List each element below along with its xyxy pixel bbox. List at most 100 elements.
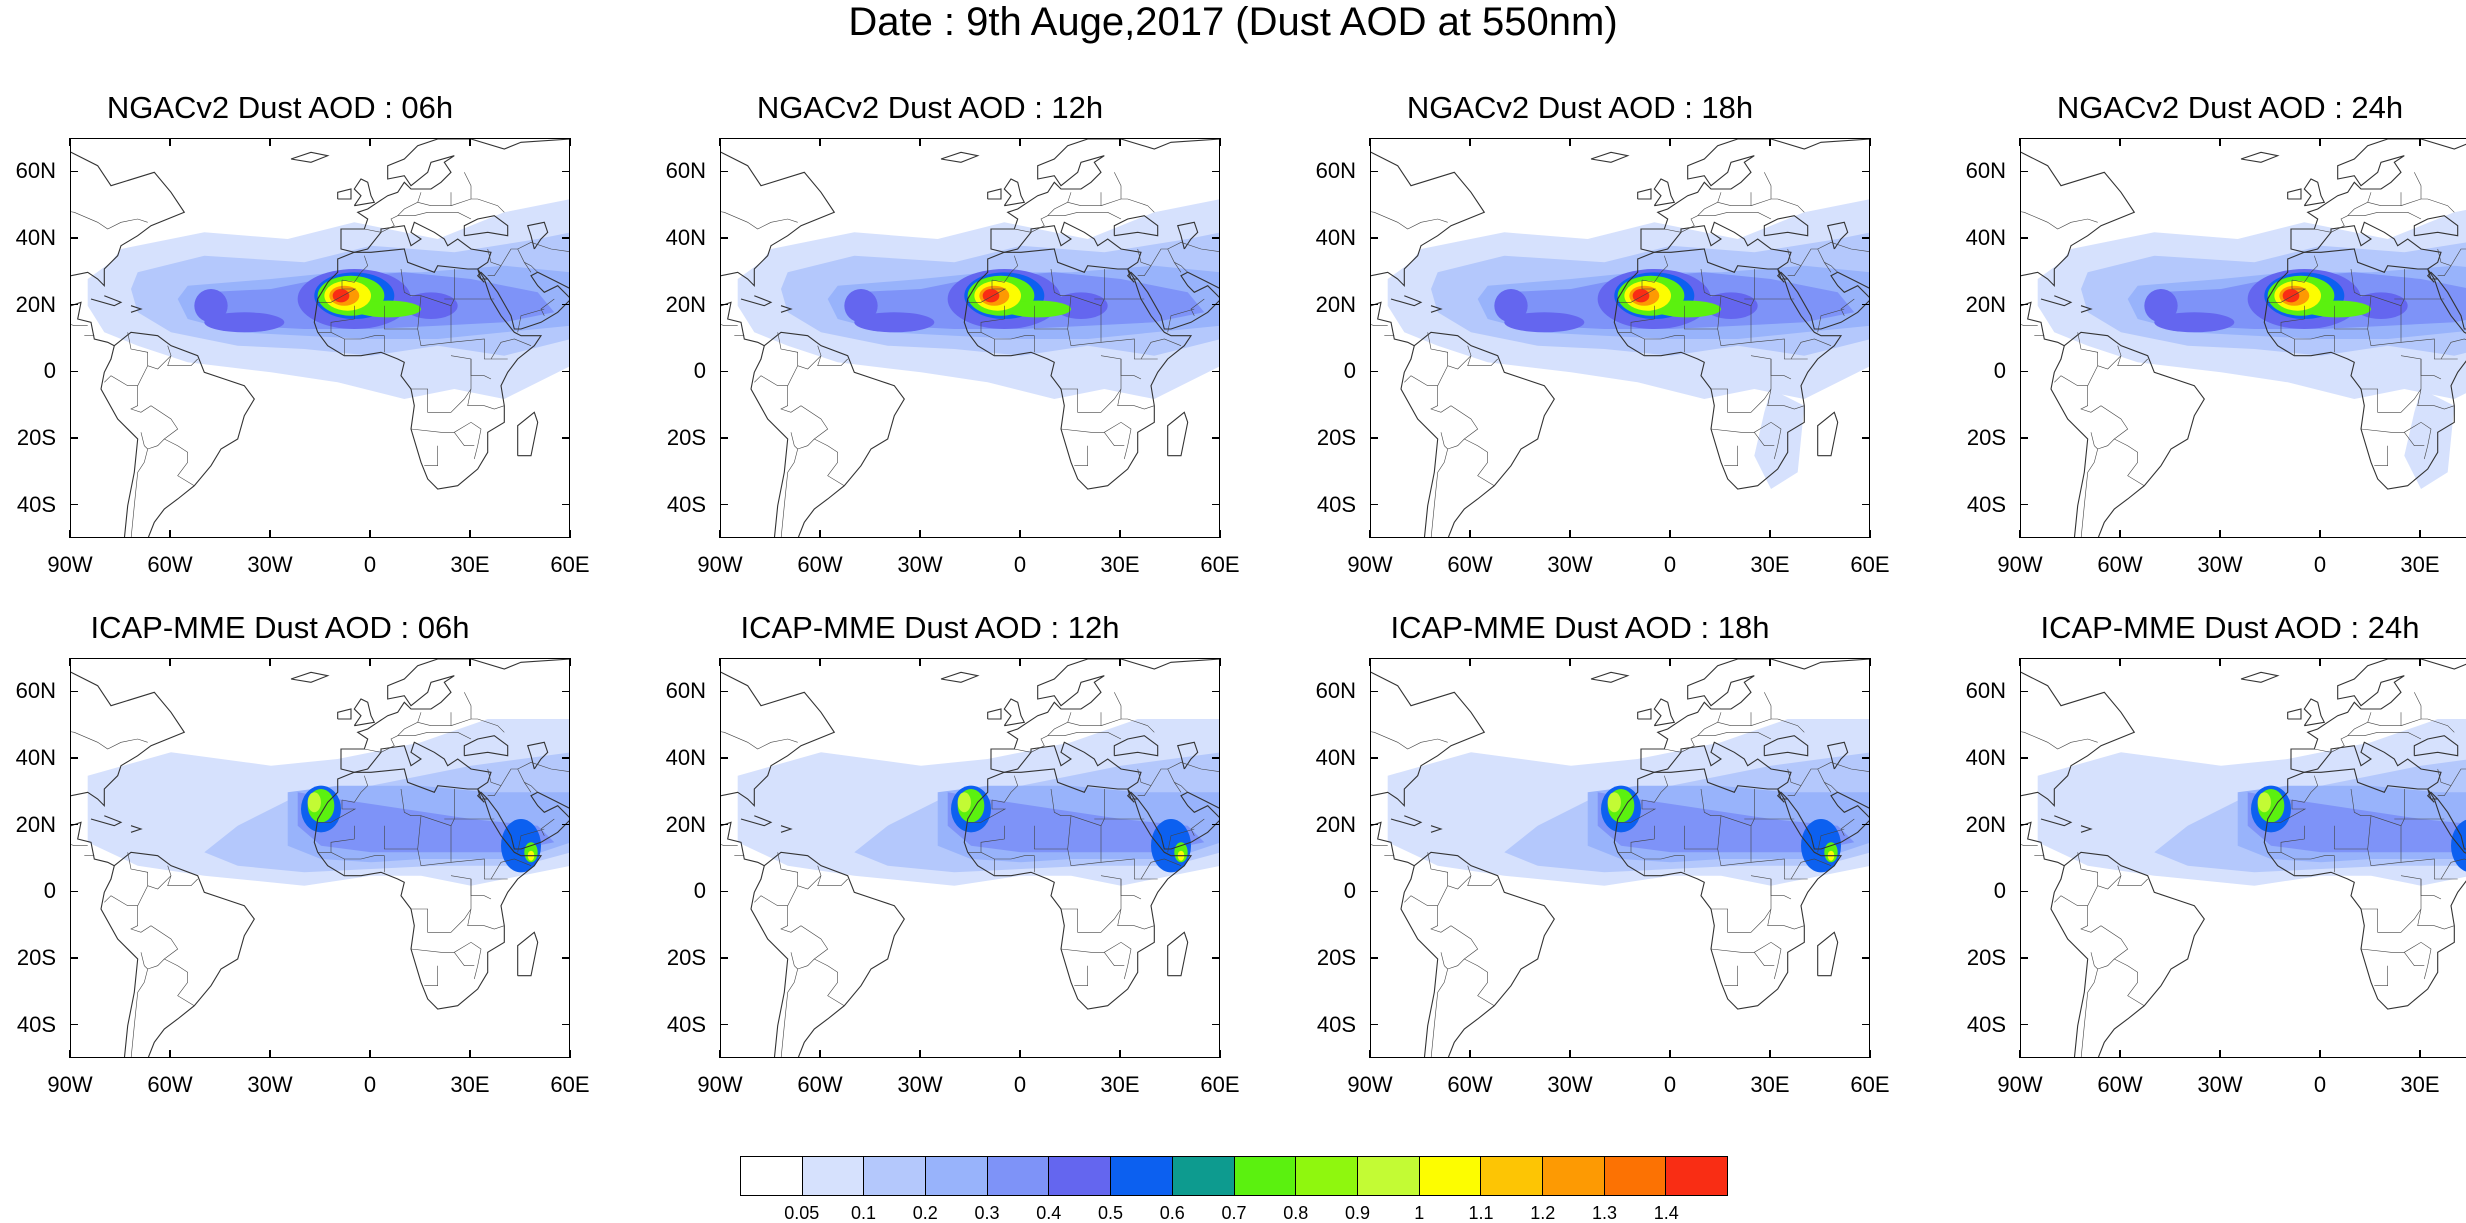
- country-border: [1100, 198, 1155, 213]
- country-border: [2404, 952, 2425, 966]
- lat-tick-label: 40N: [1315, 225, 1356, 250]
- lon-tick: [2419, 138, 2421, 146]
- coastline: [71, 671, 186, 867]
- coastline: [721, 671, 836, 867]
- country-border: [1190, 818, 1205, 836]
- country-border: [104, 332, 148, 386]
- aod-contour-patch: [1607, 792, 1621, 813]
- panel-title: ICAP-MME Dust AOD : 12h: [740, 610, 1120, 645]
- lon-tick: [1469, 658, 1471, 666]
- lat-tick: [70, 170, 78, 173]
- lon-tick-label: 30W: [247, 552, 293, 577]
- lon-tick: [1869, 1050, 1871, 1058]
- country-border: [1824, 782, 1838, 793]
- coastline: [2426, 791, 2439, 803]
- country-border: [490, 858, 532, 880]
- country-border: [2367, 815, 2372, 850]
- lat-tick-label: 20S: [16, 945, 56, 970]
- country-border: [2267, 852, 2335, 873]
- lon-tick-label: 60E: [550, 552, 590, 577]
- colorbar-label: 0.7: [1221, 1203, 1247, 1223]
- lat-tick-label: 20N: [1965, 291, 2006, 317]
- lon-tick-label: 30W: [1547, 1072, 1593, 1097]
- lat-tick: [2020, 690, 2028, 693]
- coastline: [2021, 671, 2136, 867]
- lat-tick: [562, 303, 570, 306]
- aod-contour-patch: [307, 792, 321, 813]
- panel-title: NGACv2 Dust AOD : 18h: [1406, 90, 1754, 125]
- lat-tick: [1370, 503, 1378, 506]
- lon-tick-label: 60E: [1200, 552, 1240, 577]
- aod-contour-band: [1597, 792, 1855, 853]
- country-border: [417, 712, 452, 726]
- lat-tick-label: 0: [43, 878, 56, 904]
- country-border: [2080, 905, 2145, 1006]
- lon-tick: [919, 530, 921, 538]
- aod-contour-patch: [854, 312, 935, 333]
- country-border: [540, 298, 555, 316]
- colorbar-box: [802, 1157, 865, 1195]
- country-border: [780, 905, 845, 1006]
- panel-title: ICAP-MME Dust AOD : 06h: [90, 610, 470, 645]
- colorbar-box: [1111, 1157, 1173, 1195]
- lat-tick: [562, 690, 570, 693]
- lon-tick-label: 60W: [2097, 552, 2143, 577]
- coastline: [2050, 331, 2205, 537]
- panel-title: ICAP-MME Dust AOD : 18h: [1390, 610, 1770, 645]
- coastline: [71, 151, 186, 347]
- lon-tick-label: 30E: [1750, 1072, 1790, 1097]
- lon-tick: [569, 530, 571, 538]
- coastline: [1176, 221, 1199, 250]
- coastline: [353, 698, 376, 727]
- lon-tick: [1019, 658, 1021, 666]
- aod-contour-patch: [2282, 289, 2300, 303]
- country-border: [1067, 295, 1072, 330]
- lon-tick: [1669, 1050, 1671, 1058]
- country-border: [1447, 345, 1472, 370]
- country-border: [487, 785, 502, 796]
- lon-tick: [369, 658, 371, 666]
- country-border: [450, 718, 505, 733]
- lon-tick-label: 60W: [1447, 552, 1493, 577]
- coastline: [1817, 411, 1839, 457]
- lon-tick: [69, 530, 71, 538]
- country-border: [2400, 198, 2455, 213]
- lon-tick-label: 30E: [1100, 1072, 1140, 1097]
- coastline: [1590, 151, 1630, 163]
- lon-tick-label: 30W: [897, 552, 943, 577]
- lat-tick-label: 20S: [666, 945, 706, 970]
- lat-tick: [70, 890, 78, 893]
- country-border: [2367, 295, 2372, 330]
- coastline: [2427, 788, 2466, 850]
- country-border: [167, 875, 198, 886]
- country-border: [1371, 731, 1448, 750]
- lon-tick: [569, 138, 571, 146]
- coastline: [780, 825, 793, 833]
- coastline: [1826, 221, 1849, 250]
- lat-tick: [720, 823, 728, 826]
- country-border: [1120, 879, 1142, 900]
- country-border: [1617, 280, 1657, 303]
- country-border: [1770, 359, 1792, 380]
- coastline: [940, 151, 980, 163]
- country-border: [1137, 265, 1152, 276]
- lat-tick: [720, 690, 728, 693]
- lat-tick-label: 60N: [15, 678, 56, 704]
- country-border: [1114, 692, 1122, 719]
- colorbar-label: 0.05: [784, 1203, 820, 1223]
- coastline: [1776, 271, 1789, 283]
- lat-tick: [562, 503, 570, 506]
- lon-tick: [719, 658, 721, 666]
- country-border: [130, 432, 149, 537]
- coastline: [740, 815, 773, 827]
- country-border: [2347, 192, 2372, 216]
- lon-tick: [1569, 530, 1571, 538]
- country-border: [967, 852, 1035, 873]
- country-border: [384, 305, 452, 347]
- country-border: [1114, 172, 1122, 199]
- lat-tick-label: 20N: [1315, 291, 1356, 317]
- lon-tick-label: 90W: [697, 552, 743, 577]
- lat-tick: [1212, 1023, 1220, 1026]
- country-border: [317, 332, 385, 353]
- map-panel: ICAP-MME Dust AOD : 12h 60N 40N 20N 0 20S 40S 9…: [650, 610, 1240, 1110]
